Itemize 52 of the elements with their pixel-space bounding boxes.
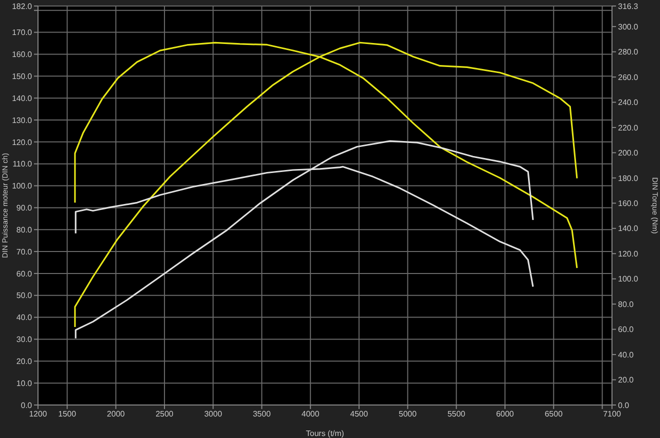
y2-tick-label: 0.0 <box>618 400 630 410</box>
x-tick-label: 1500 <box>58 410 77 419</box>
y-tick-label: 30.0 <box>16 335 33 344</box>
y2-tick-label: 100.0 <box>618 274 639 284</box>
y2-tick-label: 280.0 <box>618 48 639 57</box>
x-axis-title: Tours (t/m) <box>306 429 344 438</box>
x-tick-label: 7100 <box>603 410 622 419</box>
y2-tick-label: 120.0 <box>618 249 639 258</box>
y2-tick-label: 220.0 <box>618 123 639 132</box>
y-tick-label: 140.0 <box>12 94 33 103</box>
x-tick-label: 5500 <box>447 410 466 419</box>
x-tick-label: 6000 <box>496 410 514 419</box>
y-tick-label: 100.0 <box>12 182 33 191</box>
y2-tick-label: 160.0 <box>618 199 639 208</box>
y-tick-label: 40.0 <box>16 313 33 322</box>
y2-tick-label: 140.0 <box>618 224 639 234</box>
y-tick-label: 182.0 <box>12 2 33 11</box>
y-tick-label: 130.0 <box>12 116 33 125</box>
y2-tick-label: 200.0 <box>618 148 639 158</box>
x-tick-label: 2500 <box>156 410 174 419</box>
y2-tick-label: 180.0 <box>618 174 639 183</box>
y-tick-label: 60.0 <box>16 269 33 278</box>
y2-tick-label: 20.0 <box>618 376 634 385</box>
y2-tick-label: 240.0 <box>618 98 639 108</box>
y-tick-label: 70.0 <box>16 247 33 256</box>
x-tick-label: 3000 <box>204 410 223 419</box>
y-tick-label: 50.0 <box>16 291 33 300</box>
y-tick-label: 80.0 <box>16 225 33 234</box>
y-tick-label: 160.0 <box>12 50 33 60</box>
y-tick-label: 150.0 <box>12 72 33 81</box>
x-tick-label: 6500 <box>544 410 564 419</box>
x-tick-label: 4000 <box>302 410 320 419</box>
x-tick-label: 2000 <box>106 410 126 419</box>
x-tick-label: 3500 <box>252 410 272 419</box>
y2-tick-label: 80.0 <box>618 300 634 309</box>
y2-tick-label: 316.3 <box>618 2 639 11</box>
x-tick-label: 4500 <box>350 410 368 419</box>
y2-tick-label: 40.0 <box>618 350 634 360</box>
y2-tick-label: 60.0 <box>618 325 634 334</box>
y-tick-label: 120.0 <box>12 138 33 147</box>
y-tick-label: 170.0 <box>12 28 33 38</box>
y2-tick-label: 300.0 <box>618 22 639 32</box>
y-tick-label: 10.0 <box>16 378 33 388</box>
y-tick-label: 90.0 <box>16 204 33 213</box>
x-tick-label: 1200 <box>29 410 48 419</box>
line-series <box>74 140 534 340</box>
y-tick-label: 20.0 <box>16 356 33 366</box>
y2-tick-label: 260.0 <box>618 72 639 82</box>
x-tick-label: 5000 <box>398 410 418 419</box>
y-tick-label: 110.0 <box>12 160 33 169</box>
line-series <box>74 42 578 328</box>
y-tick-label: 0.0 <box>20 400 33 410</box>
